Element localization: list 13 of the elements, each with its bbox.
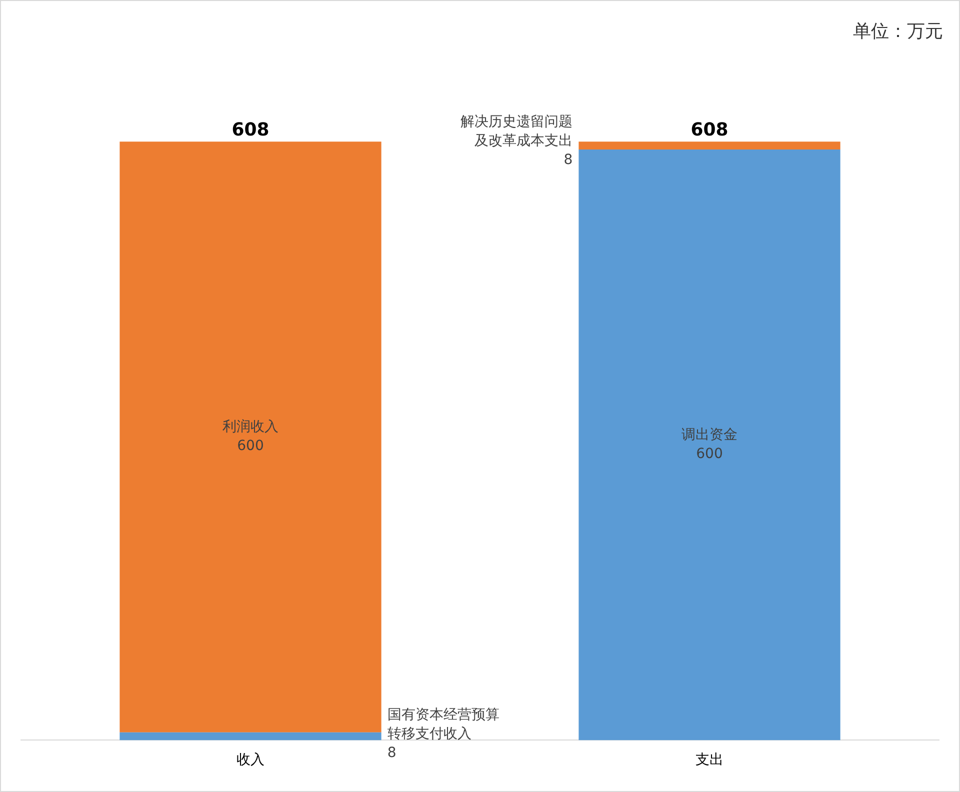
series-label: 解决历史遗留问题及改革成本支出 (460, 114, 573, 150)
text: 单位：万元 (853, 20, 943, 43)
total-label: 608 (232, 119, 270, 140)
data-label: 8 (387, 744, 396, 761)
series-label: 调出资金 (682, 426, 738, 443)
series-label: 利润收入 (222, 419, 278, 436)
x-tick-label: 支出 (696, 752, 724, 768)
x-tick-label: 收入 (236, 752, 264, 768)
total-label: 608 (690, 119, 728, 140)
series-label: 国有资本经营预算转移支付收入 (387, 706, 500, 742)
data-label: 600 (237, 438, 264, 454)
data-label: 600 (696, 446, 723, 462)
data-label: 8 (564, 152, 573, 168)
